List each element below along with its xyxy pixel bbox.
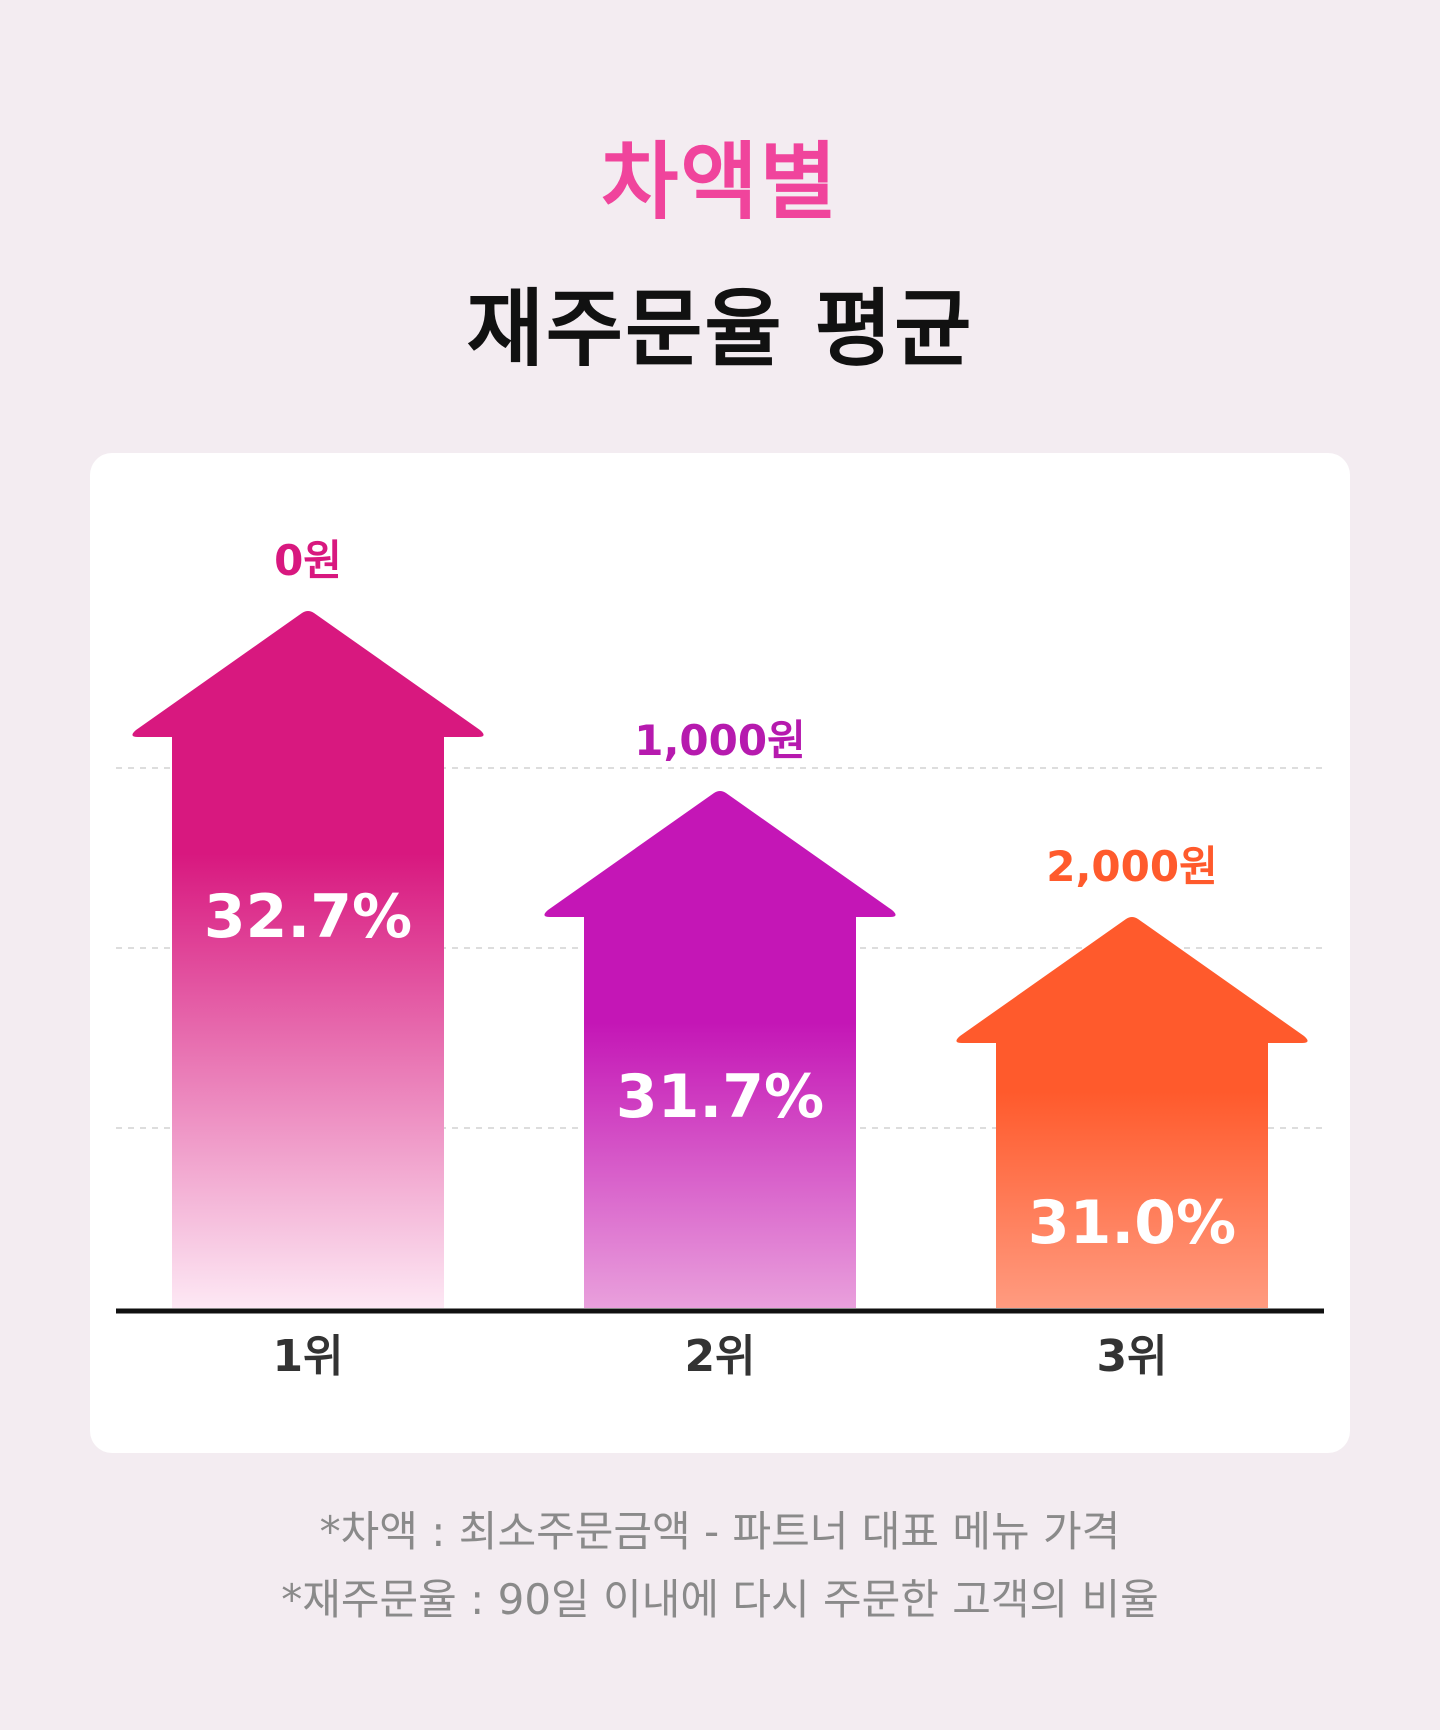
bar-2 [544, 791, 896, 1308]
chart-title-accent: 차액별 [601, 133, 839, 231]
category-label-2: 2위 [684, 1331, 755, 1382]
group-label-3: 2,000원 [1046, 842, 1218, 891]
group-label-1: 0원 [274, 536, 342, 585]
bar-1 [132, 611, 484, 1308]
group-label-2: 1,000원 [634, 716, 806, 765]
category-label-3: 3위 [1096, 1331, 1167, 1382]
value-label-1: 32.7% [204, 882, 412, 952]
chart-title: 재주문율 평균 [466, 280, 974, 378]
bar-3 [956, 917, 1308, 1308]
footnotes: *차액 : 최소주문금액 - 파트너 대표 메뉴 가격 *재주문율 : 90일 … [0, 1498, 1440, 1634]
footnote-reorder-rate: *재주문율 : 90일 이내에 다시 주문한 고객의 비율 [281, 1575, 1159, 1624]
value-label-3: 31.0% [1028, 1188, 1236, 1258]
category-label-1: 1위 [272, 1331, 343, 1382]
bar-chart: 0원 32.7% 1위 1,000원 31.7% 2위 2,000원 31.0% 3위 [116, 536, 1324, 1382]
value-label-2: 31.7% [616, 1062, 824, 1132]
chart-card: 0원 32.7% 1위 1,000원 31.7% 2위 2,000원 31.0% 3위 [90, 453, 1350, 1453]
footnote-difference: *차액 : 최소주문금액 - 파트너 대표 메뉴 가격 [319, 1507, 1121, 1556]
